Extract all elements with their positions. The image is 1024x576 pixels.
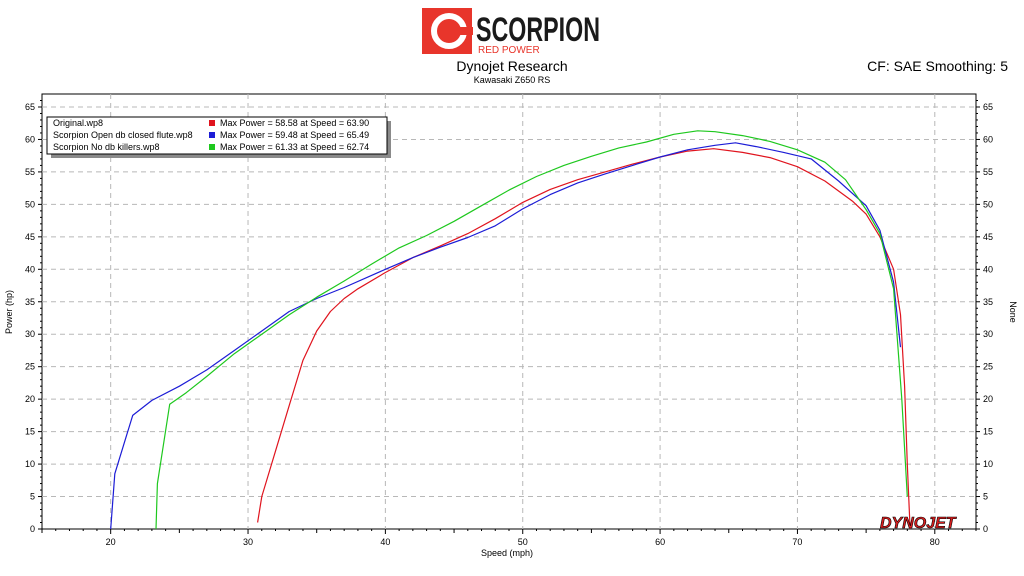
- y-tick-label: 0: [30, 524, 35, 534]
- y2-tick-label: 50: [983, 199, 993, 209]
- y-tick-label: 40: [25, 264, 35, 274]
- legend-max-power: Max Power = 61.33 at Speed = 62.74: [220, 142, 369, 152]
- y-tick-label: 65: [25, 102, 35, 112]
- y-tick-label: 20: [25, 394, 35, 404]
- grid-layer: [42, 94, 976, 529]
- chart-title: Dynojet Research: [456, 58, 568, 74]
- series-line-1: [257, 148, 911, 530]
- x-tick-label: 70: [792, 537, 802, 547]
- y2-tick-label: 10: [983, 459, 993, 469]
- x-tick-label: 50: [518, 537, 528, 547]
- y-tick-label: 30: [25, 329, 35, 339]
- series-layer: [110, 130, 911, 530]
- y2-tick-label: 5: [983, 492, 988, 502]
- legend: Original.wp8 Max Power = 58.58 at Speed =…: [46, 116, 391, 158]
- correction-factor-label: CF: SAE Smoothing: 5: [867, 58, 1008, 74]
- y2-tick-label: 35: [983, 297, 993, 307]
- y2-tick-label: 55: [983, 167, 993, 177]
- series-line-3: [155, 130, 908, 530]
- legend-entries: Original.wp8 Max Power = 58.58 at Speed =…: [53, 118, 369, 152]
- y2-tick-label: 25: [983, 362, 993, 372]
- dynojet-watermark: DYNOJET: [880, 515, 957, 532]
- x-tick-label: 20: [106, 537, 116, 547]
- y-tick-label: 45: [25, 232, 35, 242]
- y2-tick-label: 15: [983, 427, 993, 437]
- y-tick-label: 25: [25, 362, 35, 372]
- legend-series-name: Original.wp8: [53, 118, 103, 128]
- chart-subtitle: Kawasaki Z650 RS: [473, 75, 551, 85]
- x-tick-label: 80: [930, 537, 940, 547]
- x-tick-label: 30: [243, 537, 253, 547]
- y-axis-label: Power (hp): [4, 290, 14, 334]
- legend-swatch: [209, 120, 215, 126]
- y2-tick-label: 40: [983, 264, 993, 274]
- y-tick-label: 35: [25, 297, 35, 307]
- y2-tick-label: 65: [983, 102, 993, 112]
- scorpion-logo: SCORPION RED POWER: [422, 8, 607, 56]
- legend-max-power: Max Power = 58.58 at Speed = 63.90: [220, 118, 369, 128]
- y2-tick-label: 45: [983, 232, 993, 242]
- y2-axis-label: None: [1008, 301, 1018, 323]
- legend-series-name: Scorpion Open db closed flute.wp8: [53, 130, 193, 140]
- x-axis-label: Speed (mph): [481, 548, 533, 558]
- legend-series-name: Scorpion No db killers.wp8: [53, 142, 160, 152]
- y2-tick-label: 60: [983, 134, 993, 144]
- legend-max-power: Max Power = 59.48 at Speed = 65.49: [220, 130, 369, 140]
- legend-box: [46, 116, 388, 155]
- series-line-2: [110, 142, 902, 530]
- legend-swatch: [209, 132, 215, 138]
- y2-tick-label: 0: [983, 524, 988, 534]
- y-tick-label: 15: [25, 427, 35, 437]
- y-tick-label: 10: [25, 459, 35, 469]
- legend-swatch: [209, 144, 215, 150]
- x-tick-label: 60: [655, 537, 665, 547]
- y-tick-label: 5: [30, 492, 35, 502]
- logo-brand-sub: RED POWER: [478, 45, 540, 56]
- y-tick-label: 55: [25, 167, 35, 177]
- x-tick-label: 40: [380, 537, 390, 547]
- logo-brand: SCORPION: [476, 11, 600, 49]
- y2-tick-label: 30: [983, 329, 993, 339]
- y2-tick-label: 20: [983, 394, 993, 404]
- y-tick-label: 50: [25, 199, 35, 209]
- y-tick-label: 60: [25, 134, 35, 144]
